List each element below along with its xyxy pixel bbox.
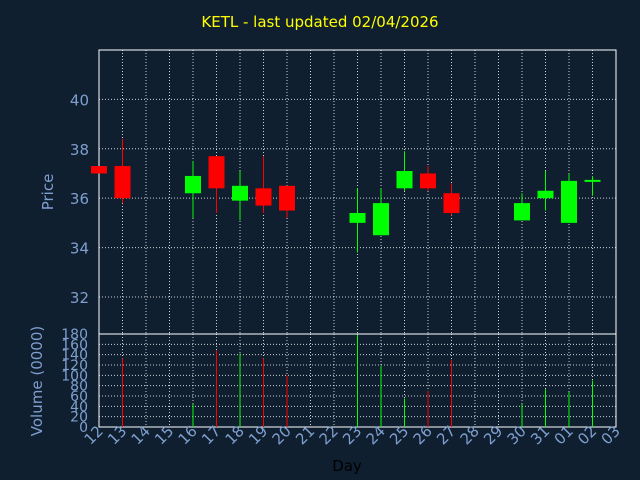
candle-body bbox=[396, 171, 413, 189]
candles-layer bbox=[91, 138, 601, 253]
candle-body bbox=[185, 175, 201, 194]
x-tick-label: 20 bbox=[269, 422, 295, 448]
candle-body bbox=[443, 193, 460, 213]
volume-tick-label: 160 bbox=[61, 337, 88, 353]
x-tick-label: 23 bbox=[339, 422, 365, 448]
x-tick-label: 02 bbox=[574, 422, 600, 448]
candle-body bbox=[349, 212, 366, 223]
price-tick-label: 38 bbox=[70, 141, 89, 159]
x-tick-label: 27 bbox=[433, 422, 459, 448]
x-tick-label: 19 bbox=[245, 422, 271, 448]
x-tick-label: 31 bbox=[527, 422, 553, 448]
x-tick-label: 24 bbox=[363, 422, 389, 448]
x-tick-label: 13 bbox=[104, 422, 130, 448]
price-tick-label: 32 bbox=[70, 289, 89, 307]
chart-title: KETL - last updated 02/04/2026 bbox=[201, 13, 439, 31]
x-tick-label: 28 bbox=[457, 422, 483, 448]
volume-tick-label: 80 bbox=[70, 379, 88, 395]
candle-body bbox=[514, 203, 530, 221]
volume-axis-title: Volume (0000) bbox=[28, 326, 46, 436]
volume-layer bbox=[122, 335, 593, 427]
x-tick-label: 01 bbox=[551, 422, 577, 448]
candle-body bbox=[91, 166, 107, 174]
x-tick-label: 30 bbox=[504, 422, 530, 448]
x-tick-label: 29 bbox=[480, 422, 506, 448]
x-tick-label: 17 bbox=[198, 422, 224, 448]
candle-body bbox=[537, 190, 554, 199]
x-tick-label: 18 bbox=[222, 422, 248, 448]
volume-tick-label: 120 bbox=[61, 358, 88, 374]
x-tick-label: 22 bbox=[316, 422, 342, 448]
price-tick-label: 40 bbox=[70, 91, 89, 109]
candle-body bbox=[420, 173, 436, 189]
candle-body bbox=[373, 203, 389, 236]
volume-tick-label: 20 bbox=[70, 410, 88, 426]
x-tick-label: 25 bbox=[386, 422, 412, 448]
volume-tick-label: 100 bbox=[61, 368, 88, 384]
candle-body bbox=[255, 188, 272, 206]
x-tick-label: 21 bbox=[292, 422, 318, 448]
candle-body bbox=[561, 180, 577, 223]
price-tick-label: 34 bbox=[70, 240, 89, 258]
volume-tick-label: 60 bbox=[70, 389, 88, 405]
volume-tick-label: 180 bbox=[61, 327, 88, 343]
x-tick-label: 15 bbox=[151, 422, 177, 448]
candle-body bbox=[279, 185, 295, 211]
volume-tick-label: 0 bbox=[79, 420, 88, 436]
candle-body bbox=[114, 166, 131, 199]
candle-body bbox=[208, 156, 225, 189]
price-axis-title: Price bbox=[39, 174, 57, 211]
x-tick-label: 16 bbox=[175, 422, 201, 448]
x-tick-label: 14 bbox=[128, 422, 154, 448]
x-tick-label: 26 bbox=[410, 422, 436, 448]
price-tick-label: 36 bbox=[70, 190, 89, 208]
x-tick-label: 03 bbox=[598, 422, 624, 448]
candle-body bbox=[232, 185, 248, 201]
volume-tick-label: 140 bbox=[61, 348, 88, 364]
x-axis-title: Day bbox=[332, 457, 362, 475]
volume-tick-label: 40 bbox=[70, 399, 88, 415]
